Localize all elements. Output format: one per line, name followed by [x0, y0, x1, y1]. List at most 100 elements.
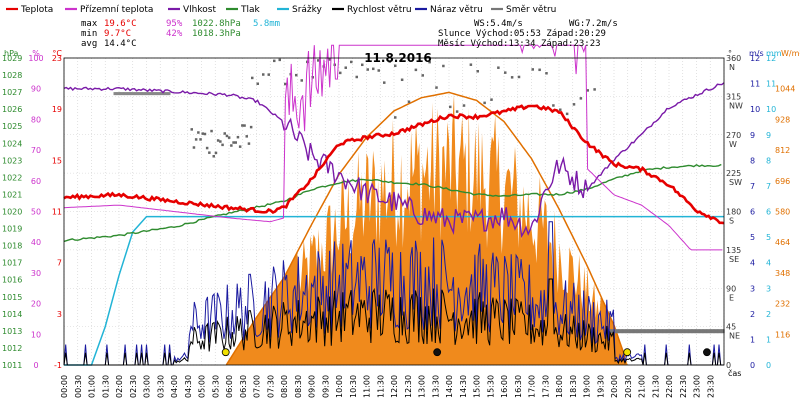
wind-direction-point — [614, 329, 616, 334]
wind-direction-point — [497, 66, 500, 69]
x-tick-label: 15:00 — [473, 375, 482, 398]
wind-direction-point — [616, 329, 619, 334]
wind-direction-point — [295, 73, 298, 77]
wind-direction-point — [653, 329, 656, 334]
wind-direction-point — [455, 110, 459, 113]
wind-direction-point — [658, 329, 660, 334]
mm-tick-label: 11 — [766, 80, 776, 89]
wind-direction-point — [120, 92, 123, 96]
hpa-tick-label: 1019 — [2, 225, 22, 234]
stat-avg-temp: 14.4°C — [104, 39, 137, 49]
wind-direction-point — [689, 329, 692, 334]
wind-direction-point — [192, 146, 196, 149]
wind-direction-point — [656, 329, 659, 334]
wind-direction-point — [227, 136, 231, 139]
wind-direction-point — [400, 78, 404, 82]
wind-direction-point — [655, 329, 658, 334]
x-tick-label: 05:30 — [211, 375, 220, 398]
wind-direction-point — [414, 68, 418, 72]
wind-direction-point — [145, 92, 148, 96]
x-tick-label: 12:00 — [390, 375, 399, 398]
wind-direction-point — [152, 92, 154, 96]
moonrise-marker — [433, 348, 442, 357]
wind-direction-point — [428, 60, 431, 64]
celsius-tick-label: 11 — [52, 208, 62, 217]
wind-direction-point — [128, 92, 131, 96]
celsius-tick-label: -1 — [54, 361, 62, 370]
x-tick-label: 07:30 — [266, 375, 275, 398]
x-tick-label: 11:00 — [363, 375, 372, 398]
mm-tick-label: 10 — [766, 105, 776, 114]
hpa-tick-label: 1020 — [2, 208, 22, 217]
ms-tick-label: 10 — [750, 105, 760, 114]
wind-direction-point — [660, 329, 663, 334]
wind-direction-point — [230, 144, 233, 147]
wind-direction-point — [713, 329, 715, 334]
radiation-tick-label: 464 — [775, 238, 790, 247]
wind-direction-point — [124, 92, 127, 96]
wind-direction-point — [234, 141, 237, 144]
percent-tick-label: 0 — [33, 361, 38, 370]
wind-direction-point — [135, 92, 138, 96]
wind-direction-point — [146, 92, 149, 96]
x-tick-label: 01:00 — [88, 375, 97, 398]
x-tick-label: 08:30 — [294, 375, 303, 398]
wind-direction-point — [707, 329, 710, 334]
wind-direction-point — [383, 81, 386, 84]
ground-temperature-line — [63, 44, 723, 251]
wind-direction-point — [673, 329, 676, 334]
hpa-tick-label: 1015 — [2, 293, 22, 302]
wind-direction-point — [127, 92, 130, 96]
hpa-tick-label: 1012 — [2, 344, 22, 353]
legend-label: Srážky — [292, 5, 323, 15]
wind-direction-point — [449, 105, 452, 109]
wind-direction-point — [114, 92, 117, 96]
wind-direction-point — [130, 92, 132, 96]
ms-tick-label: 7 — [750, 182, 755, 191]
x-tick-label: 06:00 — [225, 375, 234, 398]
x-tick-label: 19:30 — [596, 375, 605, 398]
x-tick-label: 15:30 — [486, 375, 495, 398]
wind-direction-point — [161, 92, 164, 96]
sunrise-marker — [221, 348, 230, 357]
wind-direction-point — [695, 329, 698, 334]
stat-sun: Slunce Východ:05:53 Západ:20:29 — [438, 29, 606, 39]
degree-tick-label: 360 — [726, 54, 741, 63]
hpa-axis-unit: hPa — [4, 49, 19, 58]
wind-direction-point — [350, 60, 353, 64]
stat-min-humidity: 42% — [166, 29, 183, 39]
wind-direction-point — [377, 69, 380, 72]
wind-direction-point — [710, 329, 713, 334]
wind-direction-point — [620, 329, 623, 334]
wind-direction-point — [685, 329, 688, 334]
wind-direction-point — [221, 143, 224, 147]
percent-tick-label: 40 — [31, 238, 41, 247]
ms-tick-label: 6 — [750, 208, 755, 217]
mm-tick-label: 2 — [766, 310, 771, 319]
radiation-theoretical-line — [225, 91, 626, 366]
wind-direction-point — [611, 329, 614, 334]
wind-direction-point — [586, 89, 589, 92]
wind-direction-point — [680, 329, 682, 334]
hpa-tick-label: 1016 — [2, 276, 22, 285]
wind-direction-point — [421, 74, 424, 77]
wind-direction-point — [671, 329, 674, 334]
stat-min-temp: 9.7°C — [104, 29, 131, 39]
wind-direction-point — [510, 76, 514, 79]
radiation-tick-label: 928 — [775, 115, 790, 124]
wind-direction-point — [633, 329, 636, 334]
celsius-tick-label: 3 — [57, 310, 62, 319]
stat-max-label: max — [81, 19, 98, 29]
wind-direction-point — [278, 58, 281, 62]
wind-direction-point — [623, 329, 626, 334]
wind-direction-point — [462, 104, 466, 107]
wind-direction-point — [121, 92, 124, 96]
wind-direction-point — [647, 329, 649, 334]
x-tick-label: 12:30 — [404, 375, 413, 398]
wind-direction-point — [609, 329, 612, 334]
wind-direction-point — [435, 86, 438, 89]
wind-direction-point — [642, 329, 645, 334]
wind-direction-point — [704, 329, 707, 334]
stat-wind-speed: WS:5.4m/s — [474, 19, 523, 29]
x-tick-label: 21:00 — [638, 375, 647, 398]
